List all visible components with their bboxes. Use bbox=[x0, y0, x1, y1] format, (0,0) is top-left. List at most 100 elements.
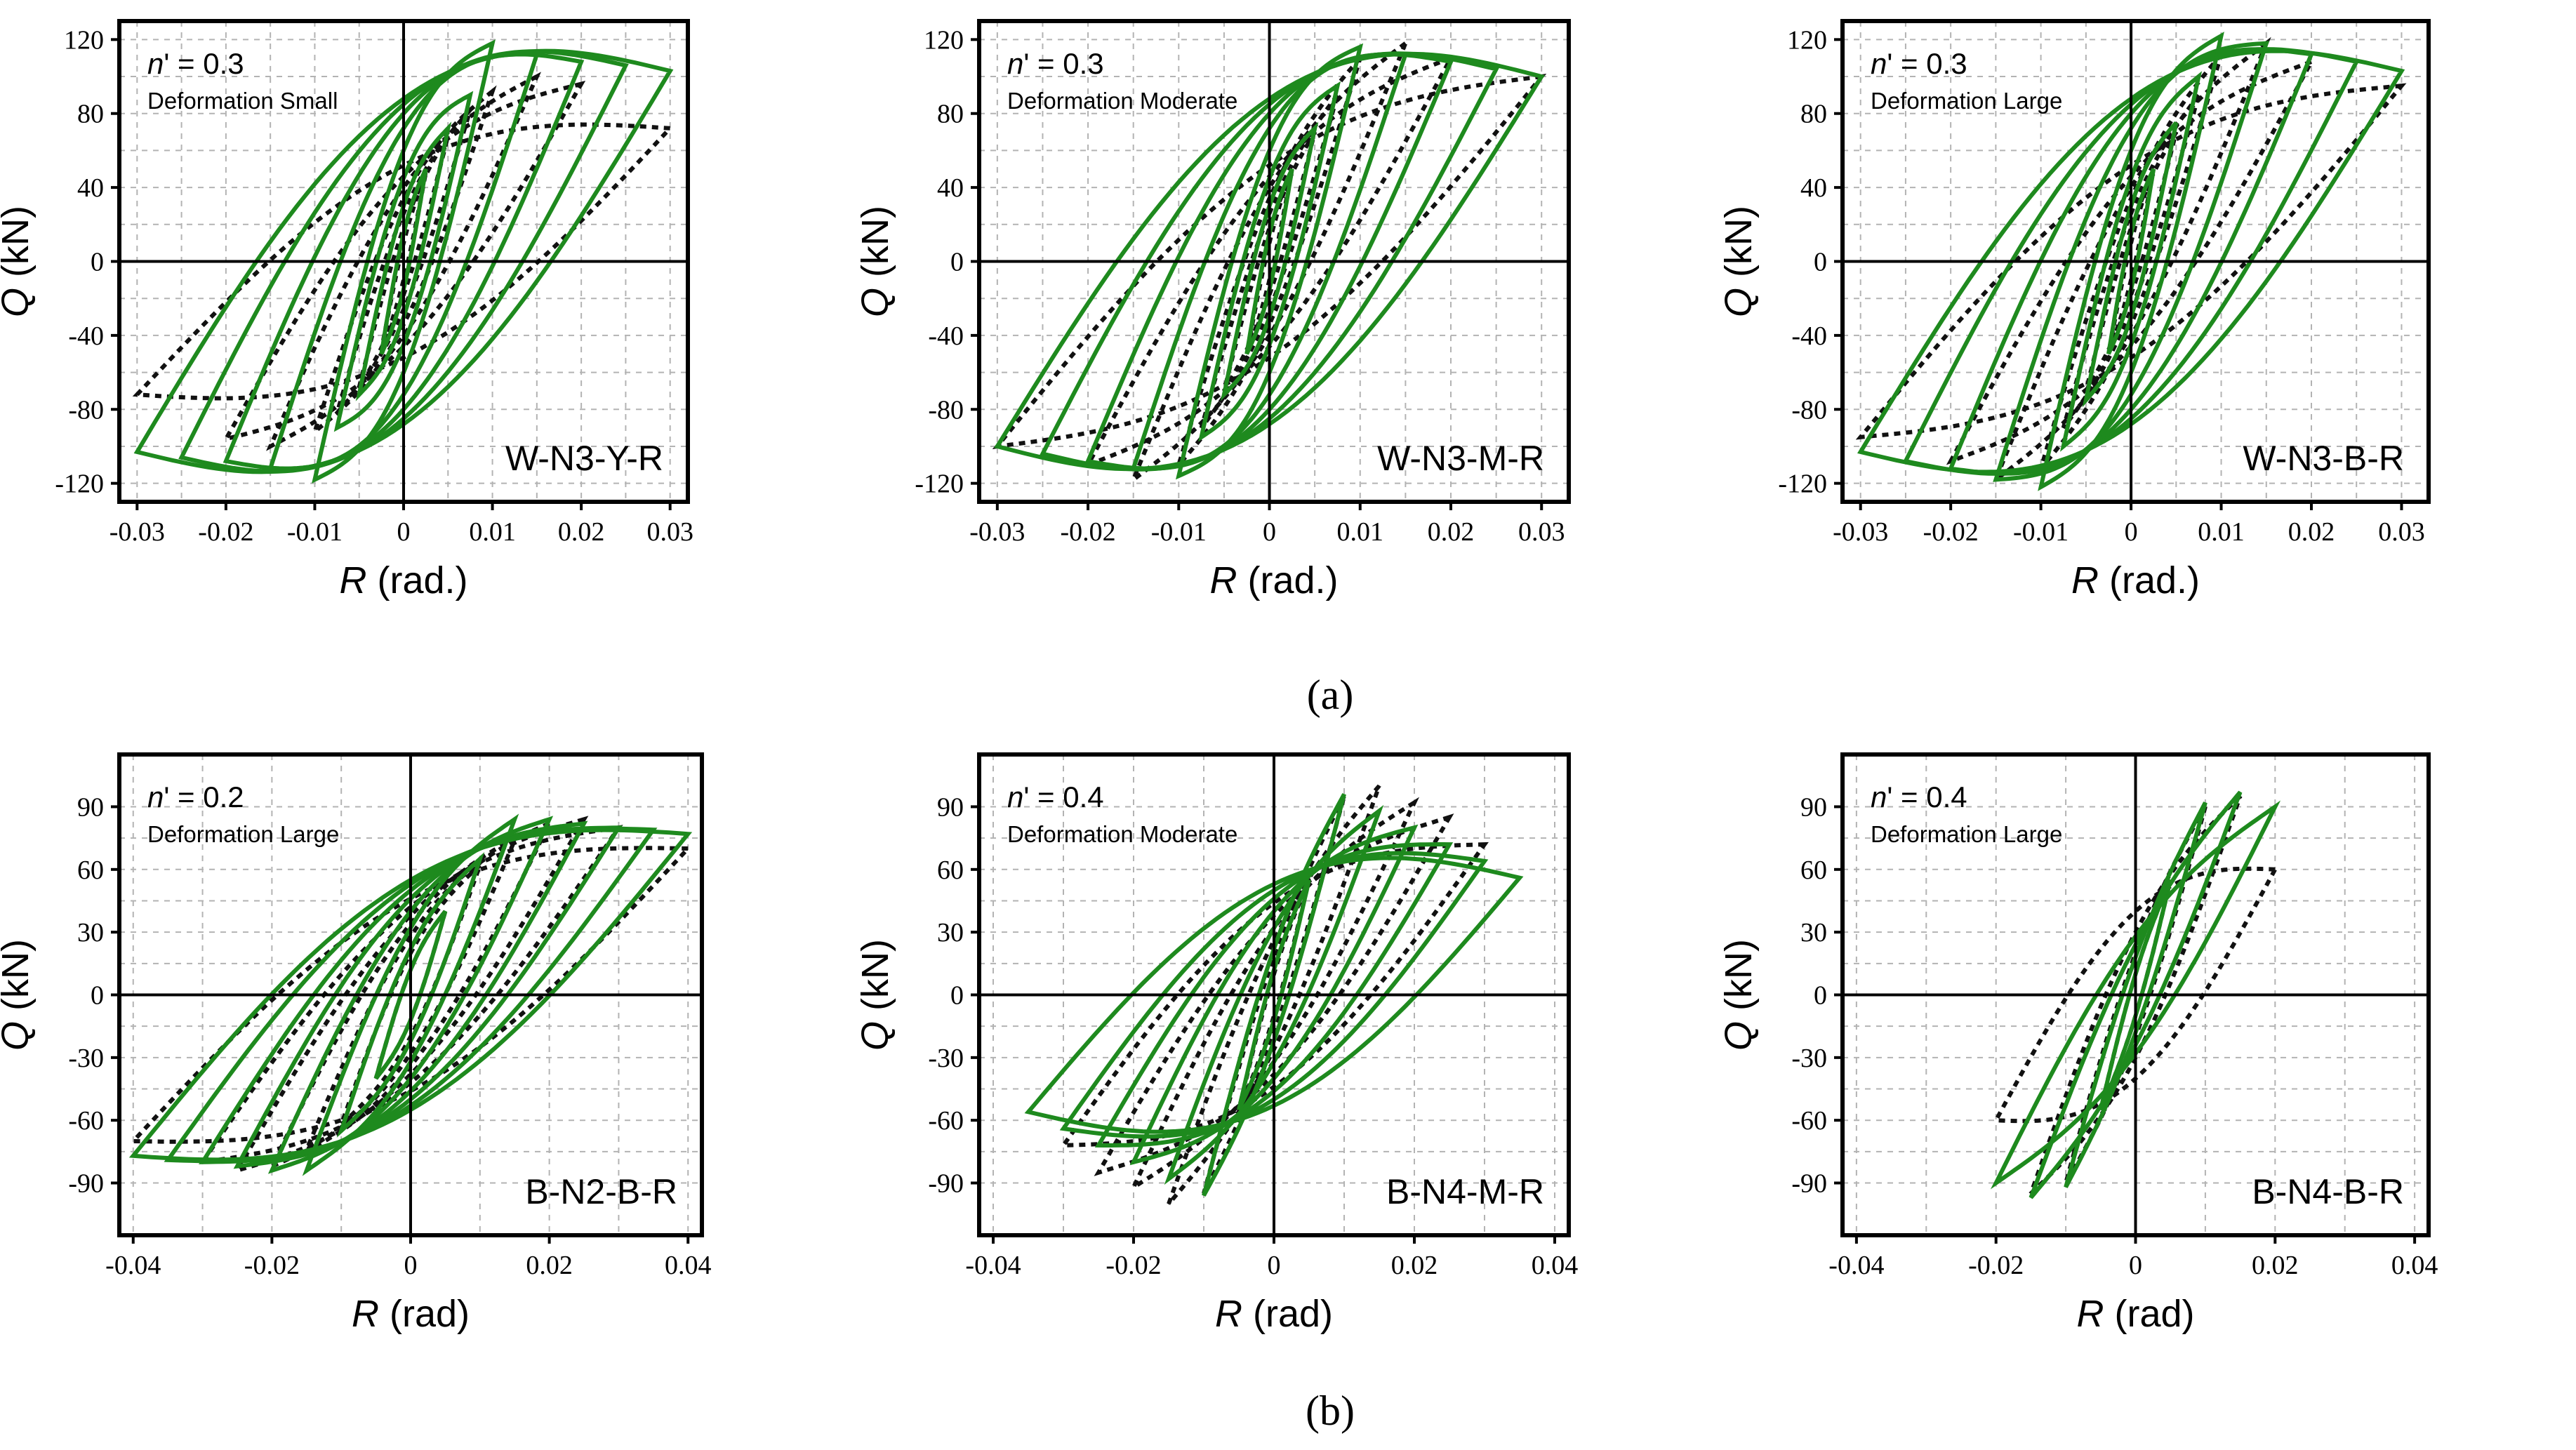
experiment-loop bbox=[1059, 842, 1489, 1148]
x-tick-label: 0 bbox=[1263, 517, 1276, 547]
x-tick-label: -0.04 bbox=[965, 1251, 1021, 1280]
y-tick-label: -60 bbox=[68, 1106, 104, 1136]
x-tick-label: -0.03 bbox=[969, 517, 1025, 547]
axial-ratio-label: n' = 0.2 bbox=[147, 780, 244, 813]
analysis-loop bbox=[1244, 168, 1294, 355]
loops bbox=[1990, 790, 2281, 1199]
y-tick-label: 0 bbox=[1814, 981, 1827, 1011]
analysis-loop bbox=[994, 51, 1545, 472]
x-tick-label: 0.03 bbox=[1518, 517, 1565, 547]
x-tick-label: -0.02 bbox=[244, 1251, 300, 1280]
analysis-loop bbox=[2098, 879, 2173, 1111]
x-axis-label: R (rad.) bbox=[2071, 559, 2200, 601]
experiment-loop bbox=[267, 819, 554, 1171]
y-tick-label: -80 bbox=[68, 395, 104, 425]
x-tick-label: -0.02 bbox=[1968, 1251, 2024, 1280]
analysis-loop bbox=[333, 91, 474, 432]
y-axis-unit: (kN) bbox=[854, 939, 896, 1021]
y-axis-label: Q (kN) bbox=[0, 939, 36, 1051]
y-tick-label: -60 bbox=[928, 1106, 964, 1136]
experiment-loop bbox=[2061, 93, 2201, 430]
deformation-label: Deformation Small bbox=[147, 88, 338, 114]
x-tick-label: -0.04 bbox=[105, 1251, 161, 1280]
y-axis-unit: (kN) bbox=[0, 939, 36, 1021]
x-tick-label: -0.02 bbox=[1923, 517, 1979, 547]
y-tick-label: 0 bbox=[91, 248, 104, 277]
y-tick-label: 90 bbox=[937, 792, 964, 822]
x-axis-symbol: R bbox=[2076, 1293, 2104, 1335]
deformation-label: Deformation Large bbox=[1871, 88, 2062, 114]
y-axis-symbol: Q bbox=[854, 1021, 896, 1051]
x-tick-label: 0.01 bbox=[469, 517, 516, 547]
y-tick-label: 40 bbox=[937, 173, 964, 203]
y-tick-label: -40 bbox=[68, 321, 104, 351]
x-tick-label: 0.01 bbox=[2198, 517, 2245, 547]
axial-ratio-label: n' = 0.3 bbox=[1871, 47, 1967, 80]
analysis-loop bbox=[2059, 71, 2203, 452]
y-axis-symbol: Q bbox=[1718, 1021, 1760, 1051]
specimen-label: W-N3-B-R bbox=[2243, 439, 2404, 478]
specimen-label: B-N2-B-R bbox=[525, 1172, 677, 1211]
x-tick-label: 0 bbox=[397, 517, 411, 547]
deformation-label: Deformation Moderate bbox=[1007, 88, 1237, 114]
axial-ratio-value: ' = 0.4 bbox=[1887, 780, 1967, 813]
x-tick-label: 0 bbox=[2125, 517, 2138, 547]
y-tick-label: 90 bbox=[1800, 792, 1827, 822]
x-tick-label: 0 bbox=[1268, 1251, 1281, 1280]
axial-ratio-label: n' = 0.3 bbox=[1007, 47, 1104, 80]
y-tick-label: -90 bbox=[928, 1169, 964, 1199]
specimen-label: B-N4-M-R bbox=[1386, 1172, 1544, 1211]
chart-w-n3-y-r: -0.03 -0.02 -0.01 0 0.01 0.02 0.03 -120 -80 -40 0 4… bbox=[0, 19, 693, 601]
analysis-loop bbox=[379, 168, 428, 355]
y-axis-label: Q (kN) bbox=[0, 206, 36, 317]
y-tick-label: 0 bbox=[950, 248, 964, 277]
y-tick-label: -120 bbox=[915, 470, 964, 499]
chart-b-n2-b-r: -0.04 -0.02 0 0.02 0.04 -90 -60 -30 0 30 60 90 R (ra… bbox=[0, 752, 712, 1335]
experiment-loop bbox=[128, 846, 693, 1144]
axial-ratio-value: ' = 0.2 bbox=[164, 780, 244, 813]
axial-ratio-label: n' = 0.4 bbox=[1871, 780, 1967, 813]
y-tick-label: 40 bbox=[77, 173, 104, 203]
analysis-loop bbox=[1024, 856, 1524, 1134]
x-tick-label: 0.04 bbox=[1532, 1251, 1579, 1280]
deformation-label: Deformation Large bbox=[147, 821, 339, 847]
deformation-label: Deformation Large bbox=[1871, 821, 2062, 847]
axial-ratio-label: n' = 0.3 bbox=[147, 47, 244, 80]
analysis-loop bbox=[128, 827, 693, 1162]
deformation-label: Deformation Moderate bbox=[1007, 821, 1237, 847]
x-axis-symbol: R bbox=[352, 1293, 379, 1335]
experiment-loop bbox=[232, 816, 589, 1174]
x-tick-label: 0 bbox=[2129, 1251, 2142, 1280]
analysis-loop bbox=[1198, 81, 1341, 442]
analysis-loop bbox=[1237, 879, 1311, 1111]
x-tick-label: -0.02 bbox=[1106, 1251, 1161, 1280]
x-axis-symbol: R bbox=[1215, 1293, 1242, 1335]
x-axis-label: R (rad.) bbox=[1209, 559, 1338, 601]
analysis-loop bbox=[1176, 43, 1364, 480]
analysis-loop bbox=[2029, 790, 2243, 1199]
axial-ratio-value: ' = 0.3 bbox=[1023, 47, 1103, 80]
y-axis-symbol: Q bbox=[0, 1021, 36, 1051]
axial-ratio-symbol: n bbox=[1871, 780, 1887, 813]
y-tick-label: 30 bbox=[77, 918, 104, 947]
analysis-loop bbox=[267, 816, 554, 1174]
x-tick-label: 0.04 bbox=[665, 1251, 712, 1280]
x-tick-label: 0.01 bbox=[1337, 517, 1384, 547]
x-axis-symbol: R bbox=[339, 559, 366, 601]
axial-ratio-symbol: n bbox=[1007, 47, 1023, 80]
x-tick-label: 0.02 bbox=[1391, 1251, 1438, 1280]
y-tick-label: 0 bbox=[1814, 248, 1827, 277]
analysis-loop bbox=[2082, 121, 2179, 408]
x-axis-label: R (rad) bbox=[1215, 1293, 1333, 1335]
y-tick-label: 60 bbox=[937, 856, 964, 885]
y-tick-label: 90 bbox=[77, 792, 104, 822]
experiment-loop bbox=[1128, 36, 1411, 486]
experiment-loop bbox=[1094, 813, 1454, 1176]
x-tick-label: -0.02 bbox=[198, 517, 253, 547]
x-tick-label: 0 bbox=[404, 1251, 418, 1280]
y-axis-label: Q (kN) bbox=[1718, 206, 1760, 317]
y-axis-unit: (kN) bbox=[1718, 206, 1760, 288]
axial-ratio-symbol: n bbox=[147, 47, 164, 80]
x-tick-label: 0.02 bbox=[2288, 517, 2335, 547]
